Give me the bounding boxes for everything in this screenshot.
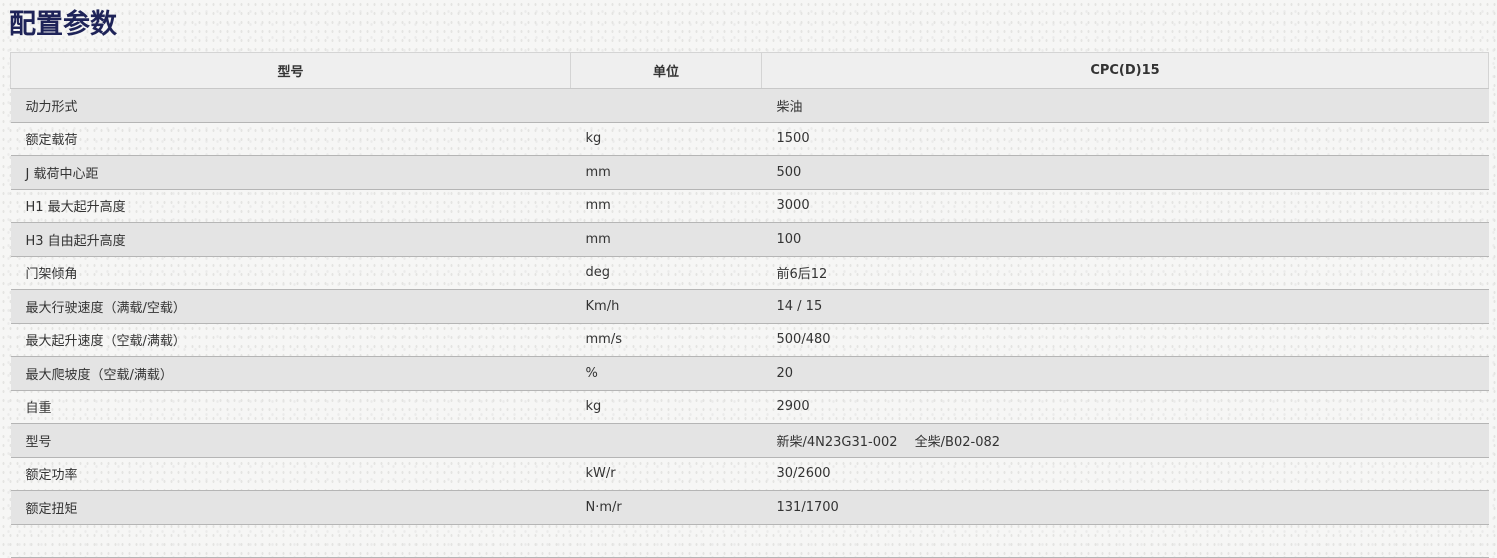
param-value: 前6后12 [761,256,1489,290]
table-row: 额定载荷 kg 1500 [10,122,1489,156]
param-unit [570,423,762,458]
header-unit: 单位 [570,52,762,89]
table-row: 门架倾角 deg 前6后12 [10,256,1489,290]
header-model: 型号 [10,52,571,89]
param-value: 14 / 15 [761,289,1489,324]
param-name: 动力形式 [10,88,571,123]
param-value: 20 [761,356,1489,391]
param-name: 自重 [10,390,571,424]
param-unit [570,88,762,123]
param-unit: deg [570,256,762,290]
param-value [761,524,1489,558]
table-header-row: 型号 单位 CPC(D)15 [10,52,1489,89]
param-name: J 载荷中心距 [10,155,571,190]
param-value: 30/2600 [761,457,1489,491]
table-row: 型号 新柴/4N23G31-002 全柴/B02-082 [10,423,1489,458]
table-row: 额定功率 kW/r 30/2600 [10,457,1489,491]
param-name: 额定扭矩 [10,490,571,525]
page-title: 配置参数 [9,9,117,40]
param-unit: kg [570,390,762,424]
param-name: 门架倾角 [10,256,571,290]
param-unit: kg [570,122,762,156]
param-name: 最大行驶速度（满载/空载） [10,289,571,324]
param-value: 3000 [761,189,1489,223]
param-value: 100 [761,222,1489,257]
param-unit: % [570,356,762,391]
table-row: 额定扭矩 N·m/r 131/1700 [10,490,1489,525]
spec-table: 型号 单位 CPC(D)15 动力形式 柴油 额定载荷 kg 1500 J 载荷中心距 mm… [10,52,1489,558]
param-name: 型号 [10,423,571,458]
param-unit: mm/s [570,323,762,357]
param-name: 额定载荷 [10,122,571,156]
param-name [10,524,571,558]
table-row [10,524,1489,558]
param-unit: Km/h [570,289,762,324]
param-unit: N·m/r [570,490,762,525]
param-unit: mm [570,189,762,223]
table-row: 最大行驶速度（满载/空载） Km/h 14 / 15 [10,289,1489,324]
table-row: 最大起升速度（空载/满载） mm/s 500/480 [10,323,1489,357]
param-value: 2900 [761,390,1489,424]
param-value: 500/480 [761,323,1489,357]
param-value: 1500 [761,122,1489,156]
table-row: 最大爬坡度（空载/满载）% 20 [10,356,1489,391]
param-name: 最大爬坡度（空载/满载） [10,356,571,391]
param-value: 131/1700 [761,490,1489,525]
table-row: 自重 kg 2900 [10,390,1489,424]
param-name: 最大起升速度（空载/满载） [10,323,571,357]
param-value: 500 [761,155,1489,190]
header-value: CPC(D)15 [761,52,1489,89]
param-value: 柴油 [761,88,1489,123]
param-unit: mm [570,222,762,257]
param-value: 新柴/4N23G31-002 全柴/B02-082 [761,423,1489,458]
param-name: H1 最大起升高度 [10,189,571,223]
table-row: J 载荷中心距 mm 500 [10,155,1489,190]
table-row: H3 自由起升高度 mm 100 [10,222,1489,257]
param-name: H3 自由起升高度 [10,222,571,257]
param-name: 额定功率 [10,457,571,491]
param-unit: kW/r [570,457,762,491]
table-row: 动力形式 柴油 [10,88,1489,123]
param-unit [570,524,762,558]
table-row: H1 最大起升高度 mm 3000 [10,189,1489,223]
param-unit: mm [570,155,762,190]
